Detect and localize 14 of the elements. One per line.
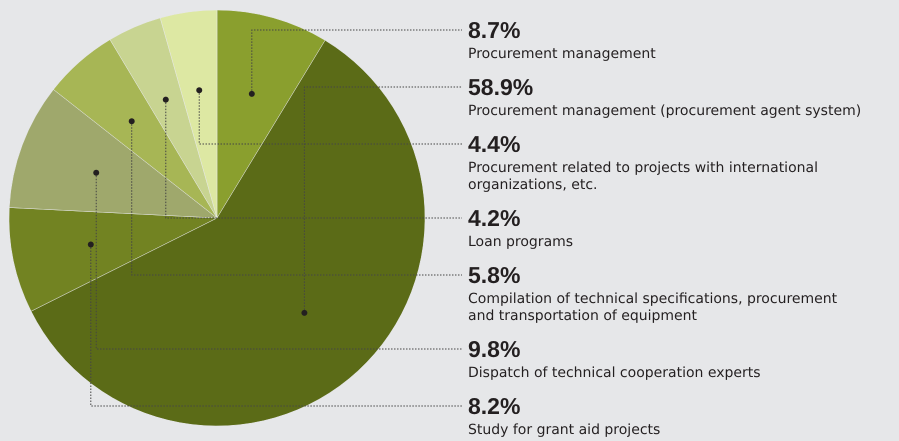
data-label: 9.8% — [468, 336, 520, 362]
data-label: 8.7% — [468, 17, 520, 43]
slice-label: Dispatch of technical cooperation experts — [468, 365, 761, 381]
slice-label: Procurement related to projects with international organizations, etc. — [468, 160, 818, 193]
slice-label: Study for grant aid projects — [468, 422, 660, 438]
data-label: 58.9% — [468, 74, 534, 100]
data-label: 4.4% — [468, 131, 520, 157]
slice-label: Procurement management — [468, 46, 656, 62]
slice-label: Compilation of technical specifications, procurement and transportation of equipment — [468, 291, 838, 324]
slice-label: Procurement management (procurement agent system) — [468, 103, 862, 119]
data-label: 4.2% — [468, 205, 520, 231]
slice-label: Loan programs — [468, 234, 574, 250]
data-label: 5.8% — [468, 262, 520, 288]
data-label: 8.2% — [468, 393, 520, 419]
